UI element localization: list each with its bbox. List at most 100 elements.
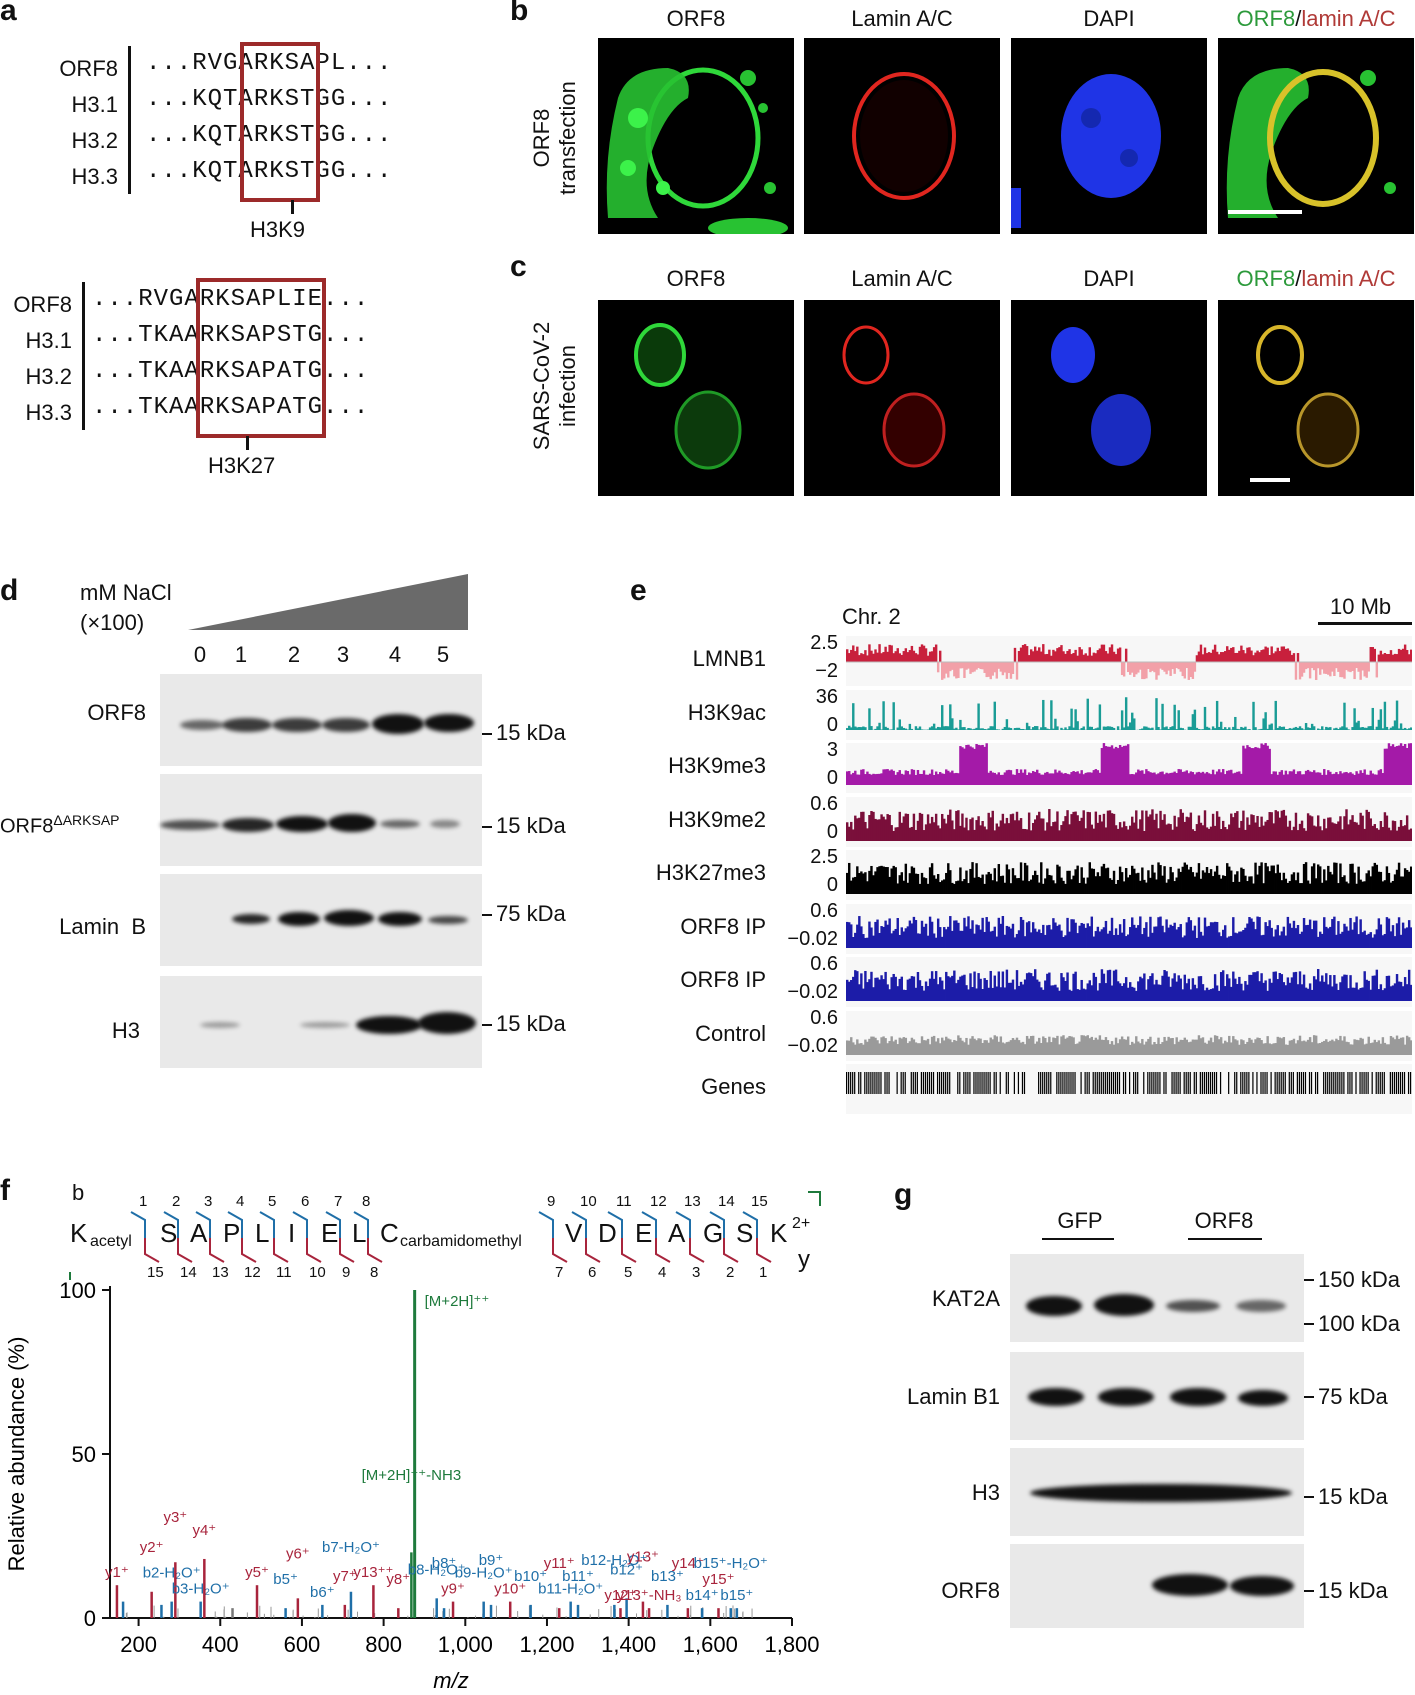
peak-label: b15⁺ [720,1587,753,1604]
marker-tick [1304,1279,1314,1281]
peak-label: y4⁺ [192,1522,216,1539]
marker-tick [482,733,492,735]
peptide-residue: S [736,1218,753,1248]
row-label-infection: SARS-CoV-2 infection [529,291,581,481]
marker-tick [1304,1396,1314,1398]
y-ion-number: 8 [370,1264,378,1280]
panel-label-f: f [0,1174,10,1207]
salt-label: mM NaCl [80,580,172,605]
y-ion-bracket [241,1238,257,1263]
motif-box [196,278,326,438]
marker-tick [1304,1590,1314,1592]
c-term-bracket [808,1191,821,1206]
y-ion-number: 7 [555,1264,563,1280]
peak-label: b8-H₂O⁺ [408,1561,466,1578]
blot-label: H3 [111,1018,140,1043]
sequence-name: ORF8 [13,292,72,317]
panel-label-a: a [0,0,17,27]
b-ion-bracket [607,1211,623,1238]
b-ion-number: 7 [334,1193,342,1210]
b-ion-number: 9 [547,1193,555,1210]
peak-label: y13⁺⁺ [353,1564,393,1581]
sequence: ...KQTARKSTGG... [146,122,393,149]
peak-label: b12⁺ [610,1561,643,1578]
b-ion-bracket [353,1211,369,1238]
track-scale-max: 0.6 [810,792,838,815]
blot-label: Lamin B [59,914,146,939]
lane-label: 2 [287,642,301,667]
column-label-dapi: DAPI [1083,6,1135,31]
track-label: Genes [701,1074,766,1099]
lane-label: 3 [336,642,350,667]
lane-label: 5 [436,642,450,667]
b-ion-bracket [641,1211,657,1238]
group-line [1042,1238,1114,1240]
track-signal [846,796,1412,847]
sequence-name: H3.3 [25,400,72,425]
scale-bar-label: 10 Mb [1330,594,1392,619]
b-ion-bracket [130,1211,146,1238]
x-tick-label: 1,800 [764,1632,819,1657]
y-ion-bracket [367,1238,383,1263]
lane-label: 4 [388,642,402,667]
track-scale-min: −0.02 [787,1034,838,1057]
site-tick [246,436,249,450]
track-label: H3K9me3 [668,753,766,778]
b-ion-bracket [325,1211,341,1238]
lane-label: 1 [234,642,248,667]
b-ion-bracket [259,1211,275,1238]
y-ion-bracket [552,1238,568,1263]
b-ion-bracket [742,1211,758,1238]
micrograph-c-orf8 [598,300,794,496]
peptide-residue: L [352,1218,366,1248]
panel-label-c: c [510,250,527,283]
marker-tick [482,914,492,916]
marker-label: 15 kDa [1318,1484,1388,1509]
track-signal [846,689,1412,740]
b-ion-number: 8 [362,1193,370,1210]
group-label: GFP [1057,1208,1103,1233]
panel-label-b: b [510,0,529,27]
peak-label: y10⁺ [494,1581,526,1598]
y-tick-label: 100 [59,1278,96,1303]
b-ion-bracket [571,1211,587,1238]
peak-label: y13⁺-NH₃ [617,1587,682,1604]
sequence-name: H3.2 [25,364,72,389]
peak-label: y6⁺ [286,1545,310,1562]
peak-label: b6⁺ [310,1584,335,1601]
y-ion-bracket [585,1238,601,1263]
alignment-divider [128,46,131,194]
y-ion-bracket [177,1238,193,1263]
group-label: ORF8 [1194,1208,1254,1233]
row-label-line: infection [555,345,580,427]
b-ion-number: 14 [718,1193,735,1210]
marker-label: 150 kDa [1318,1267,1400,1292]
track-label: H3K27me3 [655,860,766,885]
marker-tick [1304,1496,1314,1498]
b-ion-number: 3 [204,1193,212,1210]
track-label: H3K9me2 [668,806,766,832]
y-ion-bracket [723,1238,739,1263]
y-ion-number: 11 [276,1264,292,1280]
b-ion-bracket [292,1211,308,1238]
y-ion-number: 12 [244,1264,261,1280]
y-ion-bracket [273,1238,289,1263]
peptide-residue: I [288,1218,295,1248]
track-scale-max: 0.6 [810,899,838,922]
sequence: ...RVGARKSAPL... [146,50,393,77]
track-signal [846,1010,1412,1061]
sequence-name: ORF8 [59,56,118,81]
y-tick-label: 0 [84,1606,96,1631]
y-ion-bracket [209,1238,225,1263]
salt-gradient-wedge [188,574,468,630]
peak-label: b5⁺ [273,1571,298,1588]
b-ion-number: 10 [580,1193,597,1210]
column-label-lamin: Lamin A/C [851,6,953,31]
track-signal [846,636,1412,686]
y-ion-number: 2 [726,1264,734,1280]
peak-label: [M+2H]⁺⁺-NH3 [362,1467,462,1484]
blot-label: ORF8 [941,1578,1000,1603]
peak-label: y13⁺ [627,1549,659,1566]
track-scale-max: 2.5 [810,846,838,868]
